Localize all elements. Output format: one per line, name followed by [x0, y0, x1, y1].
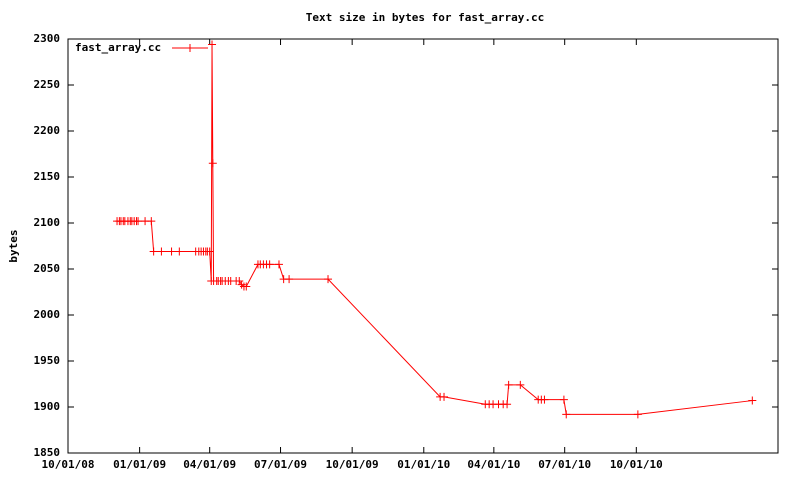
chart-title: Text size in bytes for fast_array.cc: [306, 11, 544, 24]
y-tick-label: 2100: [34, 216, 61, 229]
legend-label: fast_array.cc: [75, 41, 161, 54]
y-tick-label: 1950: [34, 354, 61, 367]
y-tick-label: 2200: [34, 124, 61, 137]
x-tick-label: 04/01/09: [183, 458, 236, 471]
x-tick-label: 01/01/10: [397, 458, 450, 471]
data-point: [208, 159, 217, 168]
data-point: [633, 410, 642, 419]
data-point: [503, 400, 512, 409]
y-tick-label: 2300: [34, 32, 61, 45]
data-point: [265, 260, 274, 269]
data-point: [208, 40, 217, 49]
data-point: [147, 217, 156, 226]
data-point: [285, 275, 294, 284]
x-tick-label: 01/01/09: [113, 458, 166, 471]
data-point: [540, 395, 549, 404]
data-point: [748, 396, 757, 405]
data-point: [205, 247, 214, 256]
y-tick-label: 2050: [34, 262, 61, 275]
data-point: [175, 247, 184, 256]
data-point: [134, 217, 143, 226]
x-tick-label: 07/01/09: [254, 458, 307, 471]
data-point: [274, 260, 283, 269]
y-tick-label: 1850: [34, 446, 61, 459]
data-point: [559, 395, 568, 404]
data-point: [562, 410, 571, 419]
x-tick-label: 07/01/10: [538, 458, 591, 471]
x-tick-label: 04/01/10: [467, 458, 520, 471]
data-point: [149, 247, 158, 256]
data-point: [516, 380, 525, 389]
y-tick-label: 1900: [34, 400, 61, 413]
data-point: [324, 275, 333, 284]
y-axis-label: bytes: [7, 229, 20, 262]
legend-swatch: [186, 44, 194, 52]
data-point: [167, 247, 176, 256]
y-tick-label: 2250: [34, 78, 61, 91]
data-point: [440, 392, 449, 401]
data-point: [157, 247, 166, 256]
x-tick-label: 10/01/08: [42, 458, 95, 471]
data-point: [242, 282, 251, 291]
x-tick-label: 10/01/09: [326, 458, 379, 471]
y-tick-label: 2000: [34, 308, 61, 321]
y-tick-label: 2150: [34, 170, 61, 183]
plot-frame: [67, 38, 779, 454]
data-point: [504, 380, 513, 389]
x-tick-label: 10/01/10: [610, 458, 663, 471]
